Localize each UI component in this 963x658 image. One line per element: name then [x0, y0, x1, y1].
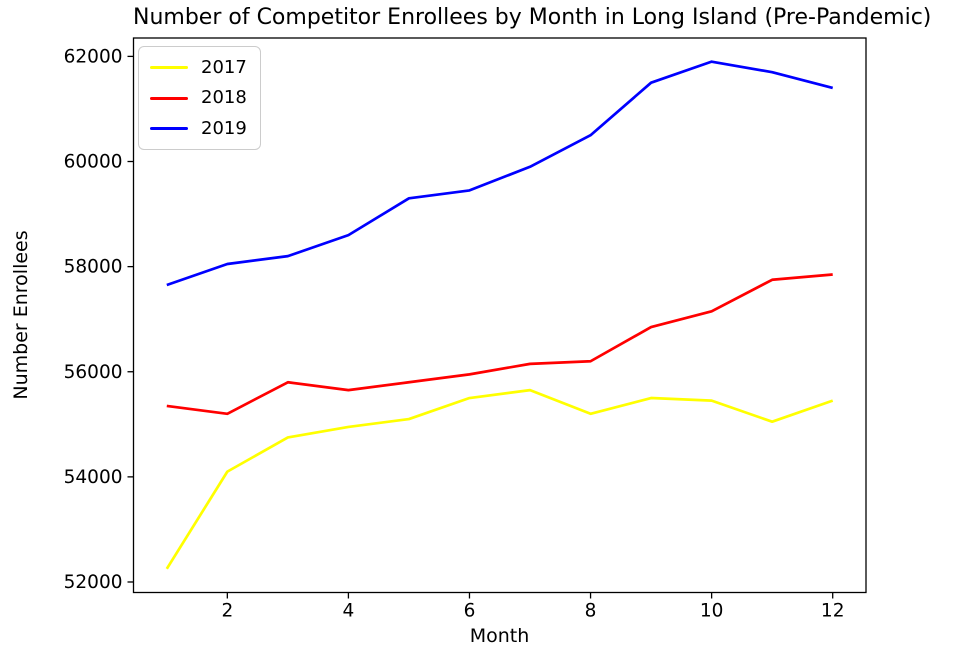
series-line-2019: [166, 60, 834, 287]
x-tick-label: 10: [700, 601, 724, 622]
x-tick-label: 8: [585, 601, 597, 622]
series-line-2018: [166, 273, 833, 416]
legend-label: 2017: [201, 57, 247, 78]
legend-item-2019: 2019: [150, 117, 247, 140]
y-tick-label: 54000: [64, 467, 123, 488]
x-tick-label: 12: [821, 601, 845, 622]
legend-item-2017: 2017: [150, 56, 247, 79]
y-tick-label: 52000: [64, 572, 123, 593]
legend-label: 2019: [201, 117, 247, 139]
y-axis-label: Number Enrollees: [10, 230, 32, 400]
y-tick-label: 60000: [64, 152, 123, 173]
legend-item-2018: 2018: [150, 86, 247, 109]
legend-swatch-2017: [150, 66, 188, 70]
legend: 2017 2018 2019: [138, 46, 261, 151]
x-tick-label: 2: [221, 601, 233, 622]
y-tick-label: 58000: [64, 257, 123, 278]
plot-border: [132, 37, 867, 594]
x-tick-label: 6: [464, 601, 476, 622]
x-tick-label: 4: [343, 601, 355, 622]
legend-swatch-2019: [150, 126, 188, 130]
y-tick-label: 62000: [64, 46, 123, 67]
y-tick-label: 56000: [64, 362, 123, 383]
chart-title: Number of Competitor Enrollees by Month …: [133, 5, 932, 30]
legend-swatch-2018: [150, 96, 188, 100]
series-line-2017: [165, 388, 834, 570]
legend-label: 2018: [201, 87, 247, 109]
x-axis-label: Month: [469, 625, 530, 647]
